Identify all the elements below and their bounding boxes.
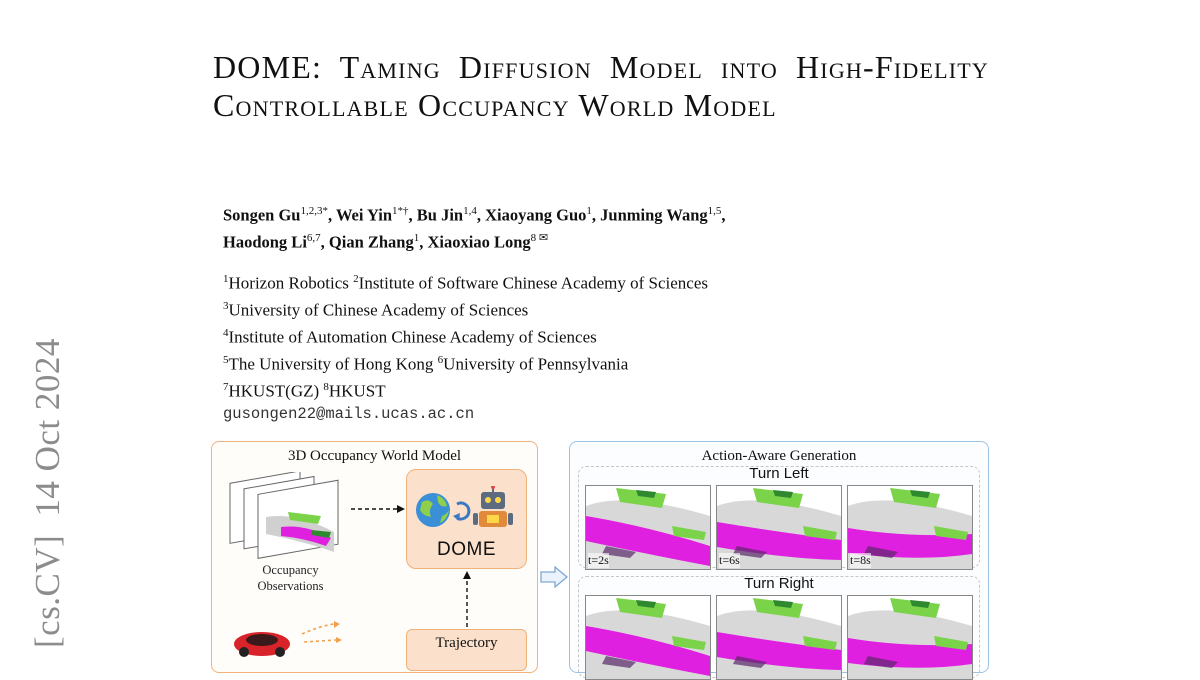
occupancy-frame-thumbnail xyxy=(847,595,973,680)
author-name: Songen Gu xyxy=(223,205,301,225)
frame-time-label: t=2s xyxy=(588,553,609,568)
paper-title: DOME: Taming Diffusion Model into High-F… xyxy=(213,49,989,123)
occupancy-stack-image xyxy=(229,472,339,559)
affil-name: Horizon Robotics xyxy=(228,273,354,293)
author-affil-marker: 1*† xyxy=(392,205,409,217)
dashed-arrow-right xyxy=(351,505,405,513)
action-group-turn-left: Turn Left t=2s t=6s t=8s xyxy=(578,465,980,570)
occupancy-scene xyxy=(848,488,972,569)
occupancy-scene xyxy=(586,598,710,679)
affiliation-line: 7HKUST(GZ) 8HKUST xyxy=(223,376,923,403)
occupancy-scene xyxy=(848,598,972,679)
teaser-figure: 3D Occupancy World Model Occupancy Obser… xyxy=(211,441,989,680)
arxiv-side-stamp: [cs.CV] 14 Oct 2024 xyxy=(28,320,68,648)
affiliation-list: 1Horizon Robotics 2Institute of Software… xyxy=(223,268,923,426)
author-affil-marker: 1 xyxy=(413,231,420,244)
contact-email[interactable]: gusongen22@mails.ucas.ac.cn xyxy=(223,405,475,424)
refresh-icon xyxy=(456,501,471,521)
author-list: Songen Gu1,2,3*, Wei Yin1*†, Bu Jin1,4, … xyxy=(223,205,726,251)
arxiv-date: 14 Oct 2024 xyxy=(28,338,67,517)
frame-time-label: t=6s xyxy=(719,553,740,568)
affil-name: HKUST(GZ) xyxy=(228,381,324,401)
action-group-turn-right: Turn Right xyxy=(578,575,980,680)
occupancy-frame-thumbnail: t=2s xyxy=(585,485,711,570)
affil-index: 3 xyxy=(223,300,229,313)
occupancy-frame-thumbnail xyxy=(585,595,711,680)
frame-time-label: t=8s xyxy=(850,553,871,568)
affil-index: 4 xyxy=(223,327,229,340)
action-aware-panel-title: Action-Aware Generation xyxy=(701,448,857,464)
author-affil-marker: 1 xyxy=(586,205,592,217)
world-model-panel: 3D Occupancy World Model Occupancy Obser… xyxy=(211,441,538,673)
affil-name: Institute of Automation Chinese Academy … xyxy=(228,327,597,347)
affil-name: University of Pennsylvania xyxy=(443,354,629,374)
affil-index: 2 xyxy=(353,273,359,285)
affil-name: Institute of Software Chinese Academy of… xyxy=(358,273,709,293)
world-model-panel-title: 3D Occupancy World Model xyxy=(287,448,462,464)
affil-index: 5 xyxy=(223,354,229,367)
author-name: Bu Jin xyxy=(416,205,464,225)
author-name: Xiaoxiao Long xyxy=(427,232,531,251)
dome-model-box: DOME xyxy=(406,469,527,569)
occupancy-scene xyxy=(586,488,710,569)
affil-index: 7 xyxy=(223,381,229,394)
occupancy-caption: Occupancy Observations xyxy=(257,563,324,593)
model-icons xyxy=(416,486,513,527)
occupancy-scene xyxy=(717,488,841,569)
occupancy-scene xyxy=(717,598,841,679)
action-aware-panel: Action-Aware Generation Turn Left t=2s t=6… xyxy=(569,441,989,680)
occupancy-frame-thumbnail xyxy=(716,595,842,680)
dashed-arrow-up xyxy=(463,571,471,627)
author-affil-marker: 1,4 xyxy=(463,205,477,217)
author-affil-marker: 1,5 xyxy=(707,205,722,217)
trajectory-box: Trajectory xyxy=(406,629,527,671)
author-name: Xiaoyang Guo xyxy=(485,205,587,225)
author-affil-marker: 1,2,3* xyxy=(300,205,329,217)
occupancy-frame-thumbnail: t=6s xyxy=(716,485,842,570)
car-with-motion-image xyxy=(234,621,342,657)
affil-index: 1 xyxy=(223,273,229,285)
hollow-arrow-right xyxy=(540,566,569,588)
dome-label: DOME xyxy=(437,539,496,560)
occupancy-frame-thumbnail: t=8s xyxy=(847,485,973,570)
affil-name: University of Chinese Academy of Science… xyxy=(228,300,529,320)
author-affil-marker: 8 ✉ xyxy=(530,231,549,244)
arxiv-category: [cs.CV] xyxy=(28,534,67,648)
action-group-label: Turn Left xyxy=(749,465,809,482)
author-name: Haodong Li xyxy=(223,232,307,251)
affiliation-line: 5The University of Hong Kong 6University… xyxy=(223,349,923,376)
author-name: Qian Zhang xyxy=(328,232,414,251)
author-name: Wei Yin xyxy=(335,205,393,225)
action-group-label: Turn Right xyxy=(744,575,814,592)
affil-name: HKUST xyxy=(328,381,386,401)
affil-index: 8 xyxy=(323,381,329,394)
affiliation-line: 1Horizon Robotics 2Institute of Software… xyxy=(223,268,923,295)
affiliation-line: 4Institute of Automation Chinese Academy… xyxy=(223,322,923,349)
author-affil-marker: 6,7 xyxy=(306,231,321,244)
robot-icon xyxy=(481,492,505,509)
author-name: Junming Wang xyxy=(600,205,708,225)
affiliation-line: 3University of Chinese Academy of Scienc… xyxy=(223,295,923,322)
affil-index: 6 xyxy=(437,354,444,367)
affil-name: The University of Hong Kong xyxy=(228,354,438,374)
